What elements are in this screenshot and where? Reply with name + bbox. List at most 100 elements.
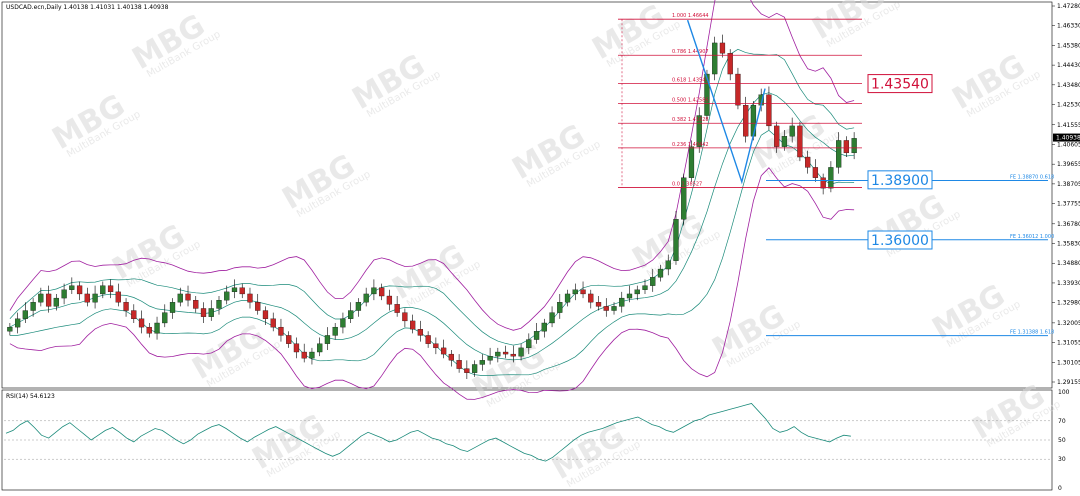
candle-body bbox=[410, 320, 416, 330]
price-level-boxes: 1.43540 1.38900 1.36000 bbox=[867, 74, 933, 250]
candle-body bbox=[518, 347, 524, 357]
candle-body bbox=[843, 140, 850, 154]
candle-body bbox=[30, 302, 36, 311]
axis-tick-label: 1.40605 bbox=[1057, 141, 1080, 148]
fib-level-label: 0.618 1.43543 bbox=[672, 78, 709, 84]
candle-body bbox=[750, 105, 757, 137]
candle-body bbox=[76, 285, 83, 295]
watermark-logo: MBG bbox=[807, 0, 891, 47]
candle-body bbox=[115, 291, 121, 303]
candle-body bbox=[386, 295, 393, 305]
candle-body bbox=[774, 125, 780, 147]
candle-body bbox=[650, 277, 656, 286]
fe-level-label: FE 1.36012 1.000 bbox=[1010, 234, 1054, 240]
candle-body bbox=[851, 138, 857, 154]
fe-level-label: FE 1.38870 0.618 bbox=[1010, 174, 1054, 180]
candle-body bbox=[448, 353, 454, 361]
rsi-axis-label: 0 bbox=[1058, 485, 1062, 492]
candle-body bbox=[828, 167, 834, 189]
candle-body bbox=[440, 347, 447, 355]
candle-body bbox=[239, 287, 245, 295]
candle-body bbox=[270, 318, 276, 328]
candle-body bbox=[626, 293, 633, 299]
candle-body bbox=[580, 289, 586, 295]
rsi-axis-label: 50 bbox=[1058, 437, 1066, 444]
lower-band bbox=[9, 167, 855, 400]
candle-body bbox=[704, 73, 710, 116]
axis-tick-label: 1.32980 bbox=[1057, 300, 1080, 307]
price-box-label: 1.36000 bbox=[871, 233, 929, 249]
axis-tick-label: 1.44430 bbox=[1057, 62, 1080, 69]
fe-level-label: FE 1.31388 1.618 bbox=[1010, 330, 1054, 336]
candle-body bbox=[836, 140, 842, 168]
candle-body bbox=[657, 268, 664, 278]
candle-body bbox=[200, 308, 207, 317]
candle-body bbox=[425, 335, 431, 344]
axis-tick-label: 1.42530 bbox=[1057, 102, 1080, 109]
candle-body bbox=[379, 287, 385, 297]
rsi-line bbox=[5, 403, 851, 462]
candle-body bbox=[138, 318, 145, 328]
candle-body bbox=[177, 293, 183, 303]
candle-body bbox=[402, 312, 408, 322]
candle-body bbox=[22, 310, 28, 319]
candle-body bbox=[719, 42, 726, 54]
candle-body bbox=[479, 360, 485, 365]
price-box bbox=[867, 230, 933, 250]
axis-tick-label: 1.31055 bbox=[1057, 340, 1080, 347]
fib-level-label: 1.000 1.46644 bbox=[672, 13, 709, 19]
candle-body bbox=[541, 322, 547, 332]
rsi-panel: 100 70 50 30 0 bbox=[4, 389, 1070, 492]
candle-body bbox=[185, 293, 191, 301]
price-box-label: 1.38900 bbox=[871, 173, 929, 189]
axis-tick-label: 1.32005 bbox=[1057, 320, 1080, 327]
fib-level-label: 0.382 1.41628 bbox=[672, 117, 709, 123]
candle-body bbox=[146, 326, 152, 334]
candle-body bbox=[665, 260, 671, 270]
axis-tick-label: 1.45380 bbox=[1057, 42, 1080, 49]
candle-body bbox=[293, 343, 300, 353]
candle-body bbox=[572, 289, 578, 295]
axis-tick-label: 1.29155 bbox=[1057, 379, 1080, 386]
axis-tick-label: 1.36780 bbox=[1057, 221, 1080, 228]
candle-body bbox=[216, 300, 222, 309]
candle-body bbox=[231, 287, 238, 293]
candle-body bbox=[781, 136, 788, 147]
candle-body bbox=[471, 364, 478, 373]
candle-body bbox=[789, 125, 795, 137]
candle-body bbox=[619, 297, 625, 307]
candle-body bbox=[588, 293, 594, 303]
candle-body bbox=[464, 368, 470, 373]
rsi-pane-frame bbox=[1, 389, 1053, 491]
candle-body bbox=[371, 287, 377, 295]
axis-tick-label: 1.33930 bbox=[1057, 280, 1080, 287]
candle-body bbox=[681, 177, 687, 220]
candle-body bbox=[169, 302, 176, 313]
candle-body bbox=[549, 312, 555, 324]
candle-body bbox=[797, 125, 803, 158]
rsi-axis-label: 100 bbox=[1058, 389, 1070, 396]
candle-body bbox=[340, 318, 346, 328]
axis-tick-label: 1.46330 bbox=[1057, 23, 1080, 30]
candle-body bbox=[526, 339, 532, 349]
candle-body bbox=[162, 312, 168, 324]
inner-upper-band bbox=[9, 48, 855, 346]
price-box bbox=[867, 74, 933, 94]
rsi-label: RSI(14) 54.6123 bbox=[6, 393, 55, 400]
candle-body bbox=[363, 293, 369, 303]
candle-body bbox=[123, 302, 129, 311]
candle-body bbox=[557, 302, 563, 313]
price-box-label: 1.43540 bbox=[871, 77, 929, 93]
candle-body bbox=[208, 308, 214, 317]
rsi-axis-label: 30 bbox=[1058, 456, 1066, 463]
candle-body bbox=[820, 177, 826, 189]
